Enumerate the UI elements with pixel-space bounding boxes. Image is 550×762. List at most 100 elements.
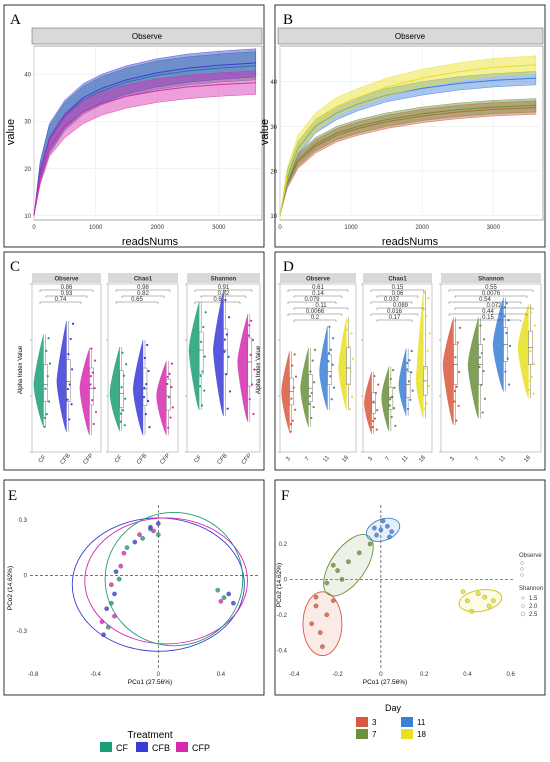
panel-c-ylabel: Alpha Index Value	[18, 345, 24, 394]
violin-point	[71, 322, 75, 325]
point-CFB	[231, 600, 236, 606]
violin-point	[199, 340, 203, 343]
point-7	[335, 568, 340, 573]
point-CFP	[109, 582, 114, 587]
violin-CFB	[56, 320, 67, 432]
violin-point	[45, 349, 48, 352]
violin-x-label: 7	[304, 456, 311, 463]
point-CFB	[112, 591, 117, 597]
legend-swatch-day-3	[356, 717, 368, 727]
point-11	[387, 534, 392, 540]
violin-point	[531, 337, 534, 340]
violin-point	[121, 351, 124, 354]
violin-x-label: 11	[498, 455, 507, 464]
point-CF	[109, 600, 114, 606]
violin-point	[147, 399, 150, 403]
violin-CFP	[156, 360, 167, 436]
panel-a-letter: A	[10, 12, 21, 28]
violin-point	[291, 364, 294, 367]
x-tick-label: 0.4	[463, 672, 472, 678]
treatment-legend: Treatment CF CFB CFP	[100, 730, 210, 753]
violin-point	[168, 372, 171, 375]
legend-swatch-cfp	[176, 742, 188, 752]
significance-label: 0.44	[482, 309, 494, 315]
facet-strip	[363, 273, 432, 283]
significance-bracket	[293, 307, 349, 310]
significance-bracket	[448, 289, 534, 292]
violin-point	[204, 311, 207, 314]
violin-point	[350, 332, 353, 335]
x-tick-label: 0	[32, 225, 36, 231]
violin-x-label: CF	[38, 454, 48, 464]
violin-point	[71, 368, 74, 371]
violin-18	[517, 304, 529, 399]
violin-point	[453, 390, 456, 393]
panel-d-plot: Observe 3 7 11 18 Chao1 3 7 11 18 Shannon 3 7 11 18 0.6…	[278, 273, 542, 464]
violin-point	[392, 407, 396, 410]
point-CFB	[148, 524, 153, 530]
significance-label: 0.17	[389, 315, 401, 321]
legend-label-day-11: 11	[417, 718, 426, 727]
violin-point	[528, 379, 532, 382]
legend-label-day-7: 7	[372, 730, 377, 739]
legend-label-cf: CF	[116, 743, 128, 753]
violin-point	[530, 311, 533, 314]
facet-strip-label: Chao1	[134, 277, 153, 283]
violin-point	[424, 367, 427, 370]
violin-point	[121, 409, 125, 412]
violin-point	[120, 386, 123, 389]
violin-point	[294, 408, 297, 411]
point-CFP	[118, 563, 124, 569]
violin-point	[505, 302, 508, 305]
violin-point	[142, 396, 146, 399]
violin-point	[453, 400, 456, 403]
violin-point	[119, 420, 122, 423]
point-11	[374, 532, 379, 538]
violin-point	[456, 341, 459, 344]
violin-point	[147, 369, 150, 373]
panel-a-strip	[31, 27, 263, 45]
violin-point	[428, 332, 431, 335]
violin-point	[346, 319, 349, 322]
violin-point	[503, 306, 506, 309]
significance-label: 0.6	[213, 297, 222, 303]
significance-bracket	[293, 295, 343, 298]
violin-point	[227, 355, 230, 359]
violin-CF	[33, 334, 44, 427]
y-tick-label: 40	[270, 80, 277, 86]
violin-point	[409, 398, 412, 401]
point-CF	[105, 624, 111, 630]
violin-point	[458, 370, 461, 374]
violin-7	[467, 317, 479, 419]
confidence-ellipse	[104, 511, 244, 647]
point-18	[491, 598, 496, 603]
x-tick-label: 0.2	[420, 672, 429, 678]
violin-point	[482, 370, 485, 373]
panel-f-border	[274, 479, 546, 696]
point-3	[309, 621, 314, 627]
violin-point	[312, 406, 315, 409]
y-tick-label: 0.2	[279, 542, 288, 548]
point-3	[330, 598, 336, 603]
significance-bracket	[448, 301, 522, 304]
panel-c-letter: C	[10, 259, 20, 275]
violin-point	[481, 411, 484, 414]
band-CFP	[33, 70, 256, 216]
y-tick-label: 30	[24, 120, 31, 126]
violin-CF	[109, 346, 120, 432]
line-7	[279, 104, 536, 216]
violin-CFB	[133, 339, 144, 436]
violin-point	[329, 348, 332, 351]
violin-x-label: 7	[474, 456, 481, 463]
significance-bracket	[454, 319, 522, 322]
point-18	[486, 603, 492, 609]
violin-point	[203, 389, 206, 392]
violin-point	[66, 398, 69, 401]
violin-point	[123, 424, 126, 427]
violin-18	[415, 290, 424, 419]
significance-label: 0.61	[312, 285, 324, 291]
violin-x-label: 3	[449, 456, 456, 463]
violin-point	[308, 402, 311, 406]
size-legend-value-1: 1.5	[529, 596, 538, 602]
